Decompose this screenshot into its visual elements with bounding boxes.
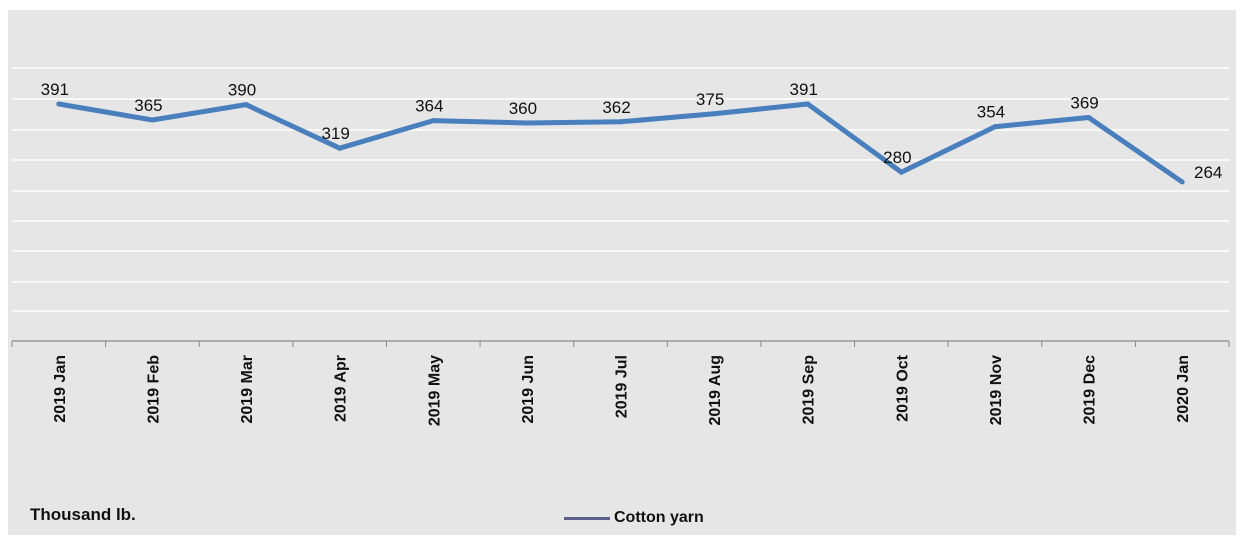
data-point [56,101,62,107]
data-point [1086,115,1092,121]
x-tick-label: 2019 May [426,355,443,426]
data-label: 375 [696,90,724,109]
data-label: 264 [1194,163,1222,182]
data-label: 360 [509,99,537,118]
x-tick-label: 2019 Feb [145,355,162,424]
x-tick-label: 2019 Sep [801,355,818,425]
line-chart: 2019 Jan 2019 Feb 2019 Mar 2019 Apr 2019 May… [11,67,1230,426]
data-label: 362 [602,98,630,117]
chart-area: 2019 Jan 2019 Feb 2019 Mar 2019 Apr 2019 May… [8,10,1236,535]
x-tick-label: 2019 Dec [1082,355,1099,424]
data-label: 390 [228,81,256,100]
data-point [805,101,811,107]
x-tick-label: 2019 Mar [239,355,256,424]
x-tick-label: 2019 Jun [520,355,537,423]
data-point [1179,179,1185,185]
legend-swatch [564,516,610,520]
legend-label: Cotton yarn [614,509,704,526]
data-label: 369 [1070,94,1098,113]
data-label: 391 [41,80,69,99]
x-tick-label: 2019 Nov [988,355,1005,425]
data-label: 319 [321,124,349,143]
data-point [337,145,343,151]
data-point [618,119,623,125]
data-point [430,118,436,124]
data-label: 391 [790,80,818,99]
legend: Cotton yarn [564,509,704,527]
data-point [149,117,155,123]
data-label: 365 [134,96,162,115]
data-point [243,102,249,108]
x-tick-label: 2019 Aug [707,355,724,426]
data-point [524,120,530,126]
x-tick-label: 2020 Jan [1175,355,1192,423]
data-label: 354 [977,103,1005,122]
data-point [711,111,717,117]
x-tick-label: 2019 Jan [52,355,69,423]
x-tick-label: 2019 Oct [894,354,911,421]
data-label: 364 [415,97,443,116]
data-point [898,169,904,175]
data-point [992,124,998,130]
x-tick-label: 2019 Jul [614,355,631,418]
y-unit-label: Thousand lb. [30,505,136,524]
data-label: 280 [883,148,911,167]
x-tick-label: 2019 Apr [333,355,350,422]
